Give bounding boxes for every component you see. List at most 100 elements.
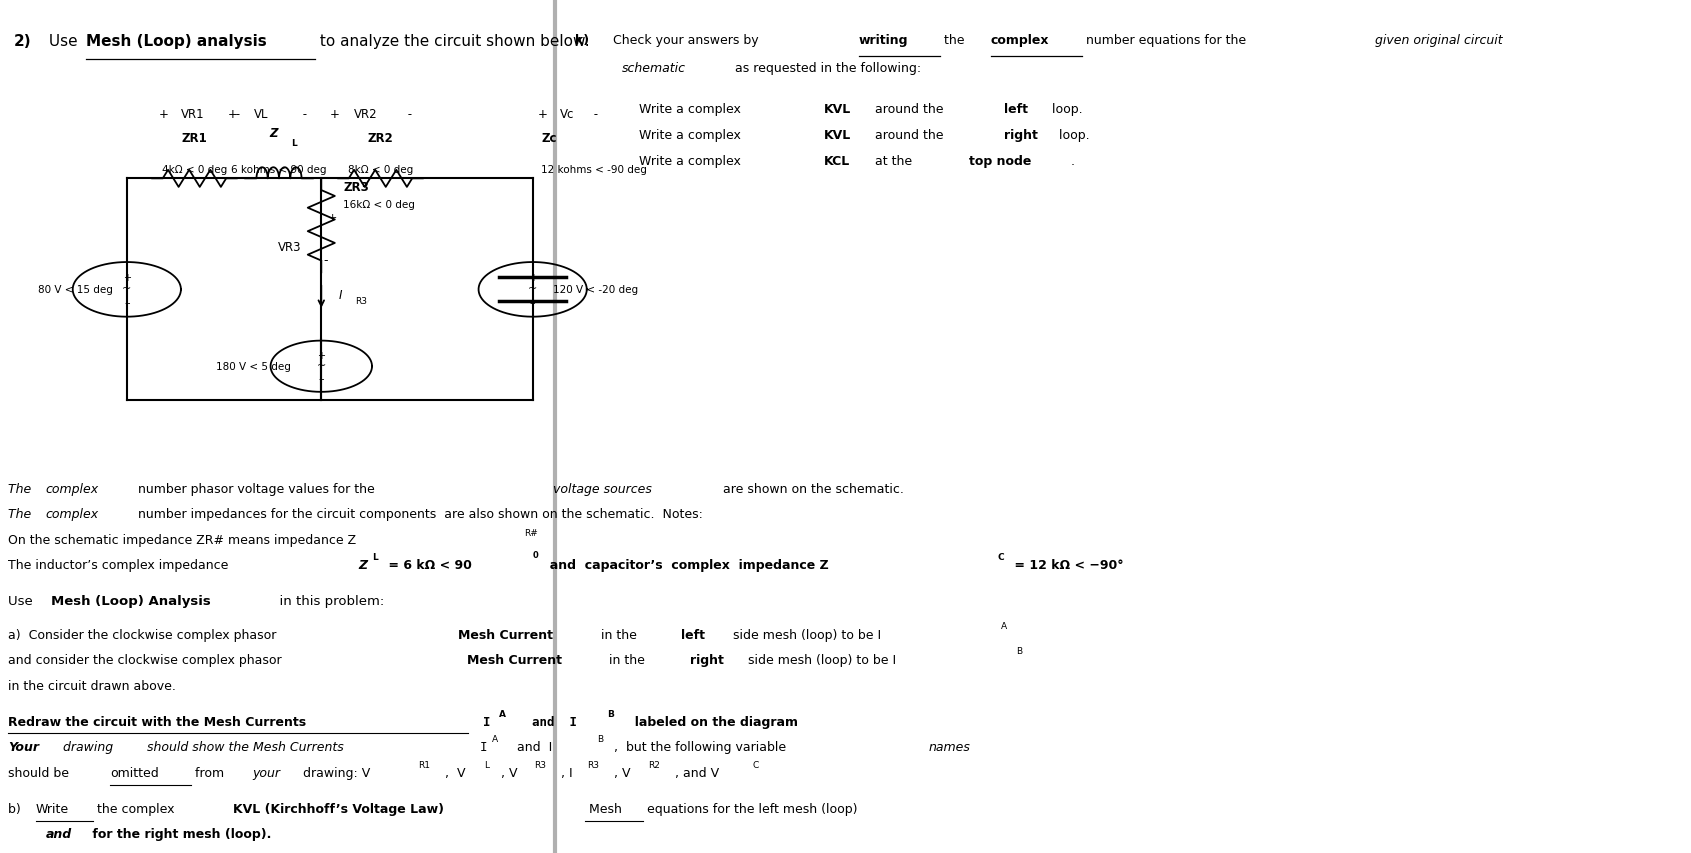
- Text: –: –: [123, 298, 130, 307]
- Text: loop.: loop.: [1055, 129, 1089, 142]
- Text: VL: VL: [254, 108, 269, 121]
- Text: Zc: Zc: [541, 132, 556, 145]
- Text: and  I: and I: [509, 740, 553, 753]
- Text: A: A: [492, 734, 499, 744]
- Text: and  capacitor’s  complex  impedance Z: and capacitor’s complex impedance Z: [541, 559, 829, 572]
- Text: in the circuit drawn above.: in the circuit drawn above.: [8, 679, 176, 692]
- Text: C: C: [752, 760, 759, 769]
- Text: side mesh (loop) to be I: side mesh (loop) to be I: [729, 628, 881, 641]
- Text: should be: should be: [8, 766, 73, 779]
- Text: +: +: [538, 108, 551, 121]
- Text: –: –: [529, 298, 536, 307]
- Text: left: left: [1004, 103, 1028, 116]
- Text: around the: around the: [871, 103, 947, 116]
- Text: number equations for the: number equations for the: [1082, 34, 1250, 47]
- Text: B: B: [1016, 647, 1023, 656]
- Text: ,  but the following variable: , but the following variable: [614, 740, 790, 753]
- Text: Write a complex: Write a complex: [639, 103, 746, 116]
- Text: in the: in the: [597, 628, 641, 641]
- Text: to analyze the circuit shown below:: to analyze the circuit shown below:: [315, 34, 588, 49]
- Text: left: left: [681, 628, 705, 641]
- Text: The: The: [8, 508, 36, 520]
- Text: are shown on the schematic.: are shown on the schematic.: [719, 482, 903, 495]
- Text: C: C: [998, 552, 1004, 561]
- Text: 120 V < -20 deg: 120 V < -20 deg: [553, 285, 638, 295]
- Text: at the: at the: [871, 154, 917, 167]
- Text: Z: Z: [358, 559, 367, 572]
- Text: .: .: [1070, 154, 1074, 167]
- Text: as requested in the following:: as requested in the following:: [731, 62, 920, 75]
- Text: Vc: Vc: [560, 108, 575, 121]
- Text: your: your: [252, 766, 281, 779]
- Text: Use: Use: [44, 34, 83, 49]
- Text: complex: complex: [46, 482, 98, 495]
- Text: Mesh Current: Mesh Current: [458, 628, 553, 641]
- Text: Z: Z: [269, 127, 279, 140]
- Text: Check your answers by: Check your answers by: [609, 34, 763, 47]
- Text: 2): 2): [14, 34, 30, 49]
- Text: voltage sources: voltage sources: [553, 482, 651, 495]
- Text: KVL: KVL: [824, 103, 851, 116]
- Text: ZR3: ZR3: [343, 181, 369, 194]
- Text: right: right: [690, 653, 724, 666]
- Text: I: I: [465, 740, 487, 753]
- Text: k): k): [575, 34, 588, 47]
- Text: the: the: [940, 34, 969, 47]
- Text: -: -: [232, 108, 240, 121]
- Text: ZR2: ZR2: [367, 132, 394, 145]
- Text: in the: in the: [605, 653, 649, 666]
- Text: in this problem:: in this problem:: [271, 595, 384, 607]
- Text: Write: Write: [36, 802, 69, 815]
- Text: 4kΩ < 0 deg: 4kΩ < 0 deg: [162, 165, 227, 175]
- Text: from: from: [191, 766, 228, 779]
- Text: 16kΩ < 0 deg: 16kΩ < 0 deg: [343, 200, 416, 210]
- Text: R3: R3: [534, 760, 546, 769]
- Text: top node: top node: [969, 154, 1032, 167]
- Text: 12 kohms < -90 deg: 12 kohms < -90 deg: [541, 165, 648, 175]
- Text: R3: R3: [587, 760, 599, 769]
- Text: b): b): [8, 802, 25, 815]
- Text: L: L: [291, 138, 298, 148]
- Text: side mesh (loop) to be I: side mesh (loop) to be I: [744, 653, 896, 666]
- Text: Write a complex: Write a complex: [639, 154, 746, 167]
- Text: for the right mesh (loop).: for the right mesh (loop).: [88, 827, 271, 840]
- Text: VR1: VR1: [181, 108, 205, 121]
- Text: drawing: V: drawing: V: [299, 766, 370, 779]
- Text: R#: R#: [524, 529, 538, 538]
- Text: = 12 kΩ < −90°: = 12 kΩ < −90°: [1010, 559, 1123, 572]
- Text: R2: R2: [648, 760, 659, 769]
- Text: -: -: [590, 108, 599, 121]
- Text: omitted: omitted: [110, 766, 159, 779]
- Text: VR3: VR3: [277, 241, 301, 254]
- Text: and consider the clockwise complex phasor: and consider the clockwise complex phaso…: [8, 653, 286, 666]
- Text: KCL: KCL: [824, 154, 851, 167]
- Text: Redraw the circuit with the Mesh Currents: Redraw the circuit with the Mesh Current…: [8, 715, 306, 728]
- Text: Use: Use: [8, 595, 37, 607]
- Text: loop.: loop.: [1048, 103, 1082, 116]
- Text: schematic: schematic: [622, 62, 687, 75]
- Text: Mesh Current: Mesh Current: [467, 653, 561, 666]
- Text: and: and: [46, 827, 73, 840]
- Text: and  I: and I: [517, 715, 577, 728]
- Text: , and V: , and V: [675, 766, 719, 779]
- Text: 8kΩ < 0 deg: 8kΩ < 0 deg: [348, 165, 413, 175]
- Text: +: +: [330, 108, 343, 121]
- Text: ZR1: ZR1: [181, 132, 208, 145]
- Text: number phasor voltage values for the: number phasor voltage values for the: [134, 482, 379, 495]
- Text: On the schematic impedance ZR# means impedance Z: On the schematic impedance ZR# means imp…: [8, 533, 357, 546]
- Text: a)  Consider the clockwise complex phasor: a) Consider the clockwise complex phasor: [8, 628, 281, 641]
- Text: Mesh (Loop) analysis: Mesh (Loop) analysis: [86, 34, 267, 49]
- Text: ~: ~: [122, 283, 132, 293]
- Text: ,  V: , V: [445, 766, 465, 779]
- Text: Your: Your: [8, 740, 39, 753]
- Text: should show the Mesh Currents: should show the Mesh Currents: [147, 740, 343, 753]
- Text: 0: 0: [533, 550, 538, 560]
- Text: , V: , V: [501, 766, 517, 779]
- Text: 6 kohms < 90 deg: 6 kohms < 90 deg: [232, 165, 326, 175]
- Text: A: A: [499, 709, 506, 718]
- Text: given original circuit: given original circuit: [1375, 34, 1502, 47]
- Text: The inductor’s complex impedance: The inductor’s complex impedance: [8, 559, 233, 572]
- Text: +: +: [318, 351, 325, 360]
- Text: , V: , V: [614, 766, 631, 779]
- Text: names: names: [928, 740, 971, 753]
